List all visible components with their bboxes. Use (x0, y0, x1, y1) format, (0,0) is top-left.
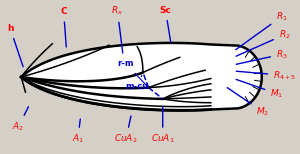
Text: $A_2$: $A_2$ (12, 107, 28, 133)
Text: $M_2$: $M_2$ (227, 88, 269, 118)
Text: $A_1$: $A_1$ (72, 119, 84, 145)
Text: h: h (7, 24, 23, 67)
Text: r-m: r-m (118, 59, 147, 86)
Text: $CuA_1$: $CuA_1$ (151, 107, 175, 145)
Text: Sc: Sc (160, 6, 172, 43)
Text: $M_1$: $M_1$ (236, 79, 284, 100)
Text: $CuA_2$: $CuA_2$ (114, 116, 138, 145)
Text: $R_{4+5}$: $R_{4+5}$ (236, 69, 297, 82)
Text: m-cu: m-cu (126, 75, 149, 91)
Text: $R_3$: $R_3$ (236, 48, 288, 64)
Text: C: C (60, 8, 67, 47)
Polygon shape (21, 43, 262, 111)
Text: $R_2$: $R_2$ (236, 28, 290, 56)
Text: $R_1$: $R_1$ (236, 10, 288, 50)
Text: $R_x$: $R_x$ (111, 4, 124, 53)
